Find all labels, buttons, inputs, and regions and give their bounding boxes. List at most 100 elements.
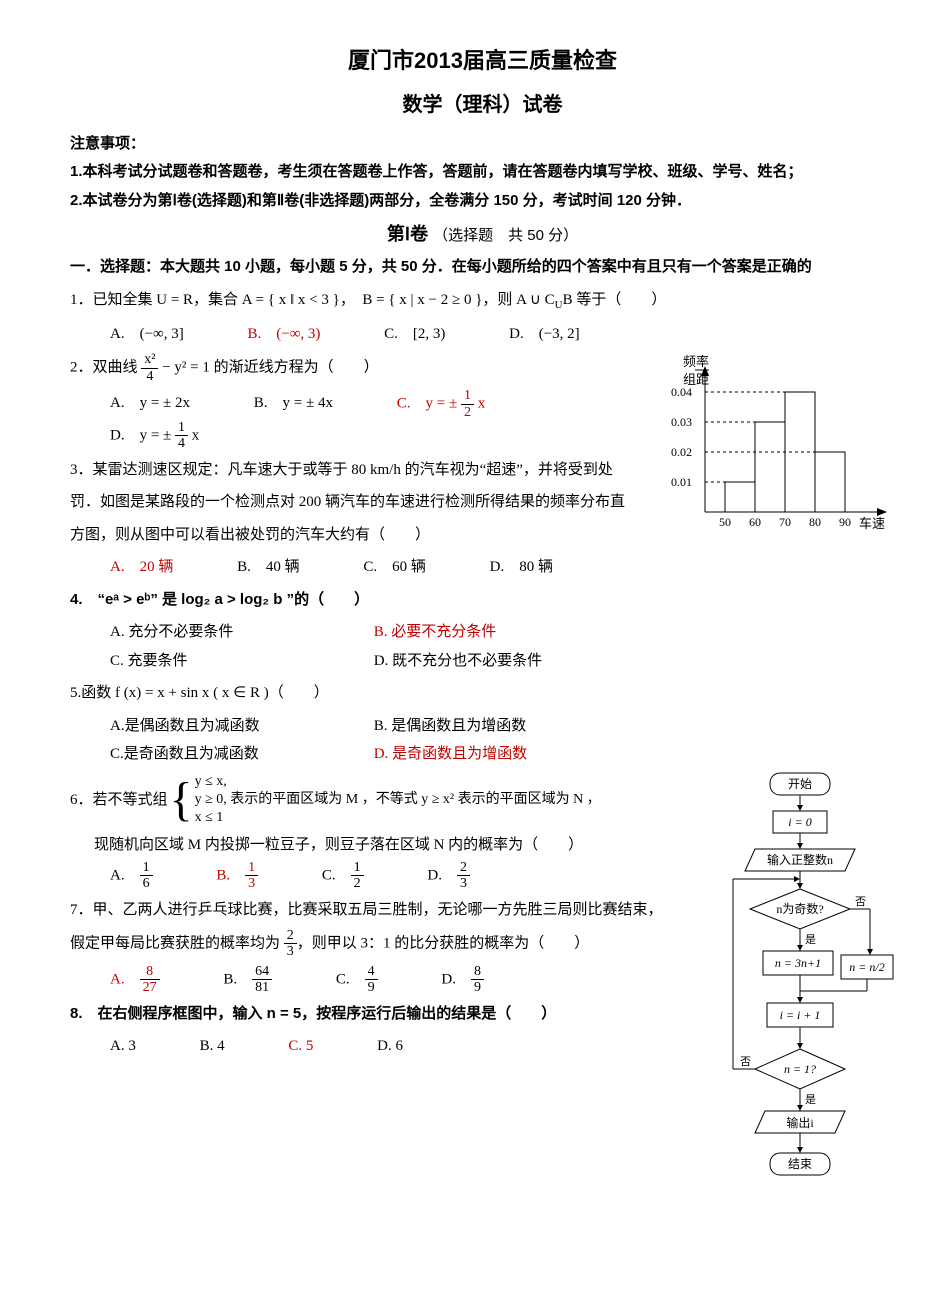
question-5: 5.函数 f (x) = x + sin x ( x ∈ R )（ ） bbox=[70, 679, 895, 708]
exam-title-main: 厦门市2013届高三质量检查 bbox=[70, 40, 895, 82]
q7-opt-b: B. 6481 bbox=[223, 964, 272, 996]
q6-options: A. 16 B. 13 C. 12 D. 23 bbox=[70, 860, 715, 892]
hist-xtick-4: 90 bbox=[839, 515, 851, 529]
notice-line-2: 2.本试卷分为第Ⅰ卷(选择题)和第Ⅱ卷(非选择题)两部分，全卷满分 150 分，… bbox=[70, 187, 895, 216]
exam-title-sub: 数学（理科）试卷 bbox=[70, 86, 895, 124]
question-1: 1．已知全集 U = R，集合 A = { x ‖ x < 3 }， B = {… bbox=[70, 286, 895, 316]
fc-b1: i = 0 bbox=[788, 815, 811, 829]
question-3-line1: 3．某雷达测速区规定：凡车速大于或等于 80 km/h 的汽车视为“超速”，并将… bbox=[70, 456, 655, 485]
part1-note: （选择题 共 50 分） bbox=[433, 227, 578, 244]
section1-heading: 一．选择题：本大题共 10 小题，每小题 5 分，共 50 分．在每小题所给的四… bbox=[70, 253, 895, 282]
question-3-line3: 方图，则从图中可以看出被处罚的汽车大约有（ ） bbox=[70, 521, 655, 550]
q1-opt-b: B. (−∞, 3) bbox=[247, 320, 320, 349]
fc-no2: 否 bbox=[740, 1056, 751, 1068]
fc-b4: n = n/2 bbox=[849, 960, 884, 974]
q1-text-b: B 等于（ ） bbox=[563, 292, 667, 308]
q6-cond2: y ≥ 0, 表示的平面区域为 M ，不等式 y ≥ x² 表示的平面区域为 N… bbox=[195, 791, 601, 809]
question-3-line2: 罚．如图是某路段的一个检测点对 200 辆汽车的车速进行检测所得结果的频率分布直 bbox=[70, 488, 655, 517]
q2d-post: x bbox=[188, 427, 199, 443]
q1-options: A. (−∞, 3] B. (−∞, 3) C. [2, 3) D. (−3, … bbox=[70, 320, 895, 349]
fc-start: 开始 bbox=[788, 777, 812, 791]
question-8: 8. 在右侧程序框图中，输入 n = 5，按程序运行后输出的结果是（ ） bbox=[70, 1000, 715, 1029]
q2-opt-b: B. y = ± 4x bbox=[254, 389, 333, 418]
q6-opt-b: B. 13 bbox=[216, 860, 258, 892]
q8-opt-a: A. 3 bbox=[110, 1032, 136, 1061]
q2c-post: x bbox=[474, 395, 485, 411]
fc-b3: n = 3n+1 bbox=[775, 956, 821, 970]
q7-opt-c: C. 49 bbox=[336, 964, 378, 996]
hist-bar-1 bbox=[725, 482, 755, 512]
hist-xtick-1: 60 bbox=[749, 515, 761, 529]
q5-opt-b: B. 是偶函数且为增函数 bbox=[374, 712, 527, 741]
fc-out: 输出i bbox=[786, 1115, 814, 1130]
hist-xtick-0: 50 bbox=[719, 515, 731, 529]
q4-opt-d: D. 既不充分也不必要条件 bbox=[374, 647, 542, 676]
hist-xlabel: 车速 bbox=[859, 516, 885, 531]
q4-opt-a: A. 充分不必要条件 bbox=[110, 618, 310, 647]
question-7-line1: 7．甲、乙两人进行乒乓球比赛，比赛采取五局三胜制，无论哪一方先胜三局则比赛结束， bbox=[70, 896, 715, 925]
q5-options-row2: C.是奇函数且为减函数 D. 是奇函数且为增函数 bbox=[70, 740, 895, 769]
q7-opt-a: A. 827 bbox=[110, 964, 160, 996]
q6-line2: 现随机向区域 M 内投掷一粒豆子，则豆子落在区域 N 内的概率为（ ） bbox=[70, 831, 715, 860]
question-4: 4. “eᵃ > eᵇ” 是 log₂ a > log₂ b ”的（ ） bbox=[70, 586, 895, 615]
q2-text-b: − y² = 1 的渐近线方程为（ ） bbox=[162, 360, 378, 376]
part1-head-text: 第Ⅰ卷 bbox=[387, 224, 428, 244]
q1-text-a: 1．已知全集 U = R，集合 A = { x ‖ x < 3 }， B = {… bbox=[70, 292, 555, 308]
hist-ytick-1: 0.03 bbox=[671, 415, 692, 429]
hist-xtick-3: 80 bbox=[809, 515, 821, 529]
q4-options-row1: A. 充分不必要条件 B. 必要不充分条件 bbox=[70, 618, 895, 647]
q4-opt-c: C. 充要条件 bbox=[110, 647, 310, 676]
q2-frac: x²4 bbox=[141, 352, 158, 384]
fc-end: 结束 bbox=[788, 1157, 812, 1171]
q8-opt-b: B. 4 bbox=[200, 1032, 225, 1061]
q7-l2a: 假定甲每局比赛获胜的概率均为 bbox=[70, 935, 284, 951]
q5-options-row1: A.是偶函数且为减函数 B. 是偶函数且为增函数 bbox=[70, 712, 895, 741]
q5-opt-a: A.是偶函数且为减函数 bbox=[110, 712, 310, 741]
hist-bar-2 bbox=[755, 422, 785, 512]
q6-opt-a: A. 16 bbox=[110, 860, 153, 892]
fc-yes1: 是 bbox=[805, 933, 816, 946]
notice-line-1: 1.本科考试分试题卷和答题卷，考生须在答题卷上作答，答题前，请在答题卷内填写学校… bbox=[70, 158, 895, 187]
hist-ytick-0: 0.04 bbox=[671, 385, 692, 399]
q2-text-a: 2．双曲线 bbox=[70, 360, 141, 376]
q6-cond3: x ≤ 1 bbox=[195, 809, 601, 827]
histogram-chart: 频率 组距 0.04 0.03 0.02 0.01 50 60 70 80 90… bbox=[655, 352, 895, 542]
q2d-pre: D. y = ± bbox=[110, 427, 175, 443]
q3-options: A. 20 辆 B. 40 辆 C. 60 辆 D. 80 辆 bbox=[70, 553, 655, 582]
q2-options: A. y = ± 2x B. y = ± 4x C. y = ± 12 x D.… bbox=[70, 388, 655, 452]
q7-l2b: ，则甲以 3：1 的比分获胜的概率为（ ） bbox=[297, 935, 590, 951]
flowchart: 开始 i = 0 输入正整数n n为奇数? 是 否 n = 3n+1 n = n… bbox=[715, 769, 895, 1219]
q2-opt-c: C. y = ± 12 x bbox=[397, 388, 485, 420]
q3-opt-d: D. 80 辆 bbox=[490, 553, 553, 582]
q4-options-row2: C. 充要条件 D. 既不充分也不必要条件 bbox=[70, 647, 895, 676]
q6-pre: 6．若不等式组 bbox=[70, 786, 168, 815]
q6-opt-d: D. 23 bbox=[427, 860, 470, 892]
question-2: 2．双曲线 x²4 − y² = 1 的渐近线方程为（ ） bbox=[70, 352, 655, 384]
q6-opt-c: C. 12 bbox=[322, 860, 364, 892]
hist-xtick-2: 70 bbox=[779, 515, 791, 529]
q1-opt-c: C. [2, 3) bbox=[384, 320, 445, 349]
fc-d2: n = 1? bbox=[784, 1062, 816, 1076]
fc-b5: i = i + 1 bbox=[780, 1008, 821, 1022]
q5-opt-c: C.是奇函数且为减函数 bbox=[110, 740, 310, 769]
q1-opt-a: A. (−∞, 3] bbox=[110, 320, 184, 349]
q7-opt-d: D. 89 bbox=[441, 964, 484, 996]
q3-opt-a: A. 20 辆 bbox=[110, 553, 173, 582]
q2c-pre: C. y = ± bbox=[397, 395, 461, 411]
question-6: 6．若不等式组 { y ≤ x, y ≥ 0, 表示的平面区域为 M ，不等式 … bbox=[70, 773, 715, 828]
q8-options: A. 3 B. 4 C. 5 D. 6 bbox=[70, 1032, 715, 1061]
hist-ytick-3: 0.01 bbox=[671, 475, 692, 489]
fc-no1: 否 bbox=[855, 896, 866, 908]
x-axis-arrow-icon bbox=[877, 508, 887, 516]
q2-opt-a: A. y = ± 2x bbox=[110, 389, 190, 418]
q1-opt-d: D. (−3, 2] bbox=[509, 320, 580, 349]
q7-options: A. 827 B. 6481 C. 49 D. 89 bbox=[70, 964, 715, 996]
fc-d1: n为奇数? bbox=[776, 901, 823, 916]
q8-opt-c: C. 5 bbox=[288, 1032, 313, 1061]
question-7-line2: 假定甲每局比赛获胜的概率均为 23，则甲以 3：1 的比分获胜的概率为（ ） bbox=[70, 928, 715, 960]
fc-yes2: 是 bbox=[805, 1093, 816, 1106]
hist-bar-4 bbox=[815, 452, 845, 512]
fc-b2: 输入正整数n bbox=[767, 852, 833, 867]
q6-cond1: y ≤ x, bbox=[195, 773, 601, 791]
part1-heading: 第Ⅰ卷 （选择题 共 50 分） bbox=[70, 217, 895, 251]
